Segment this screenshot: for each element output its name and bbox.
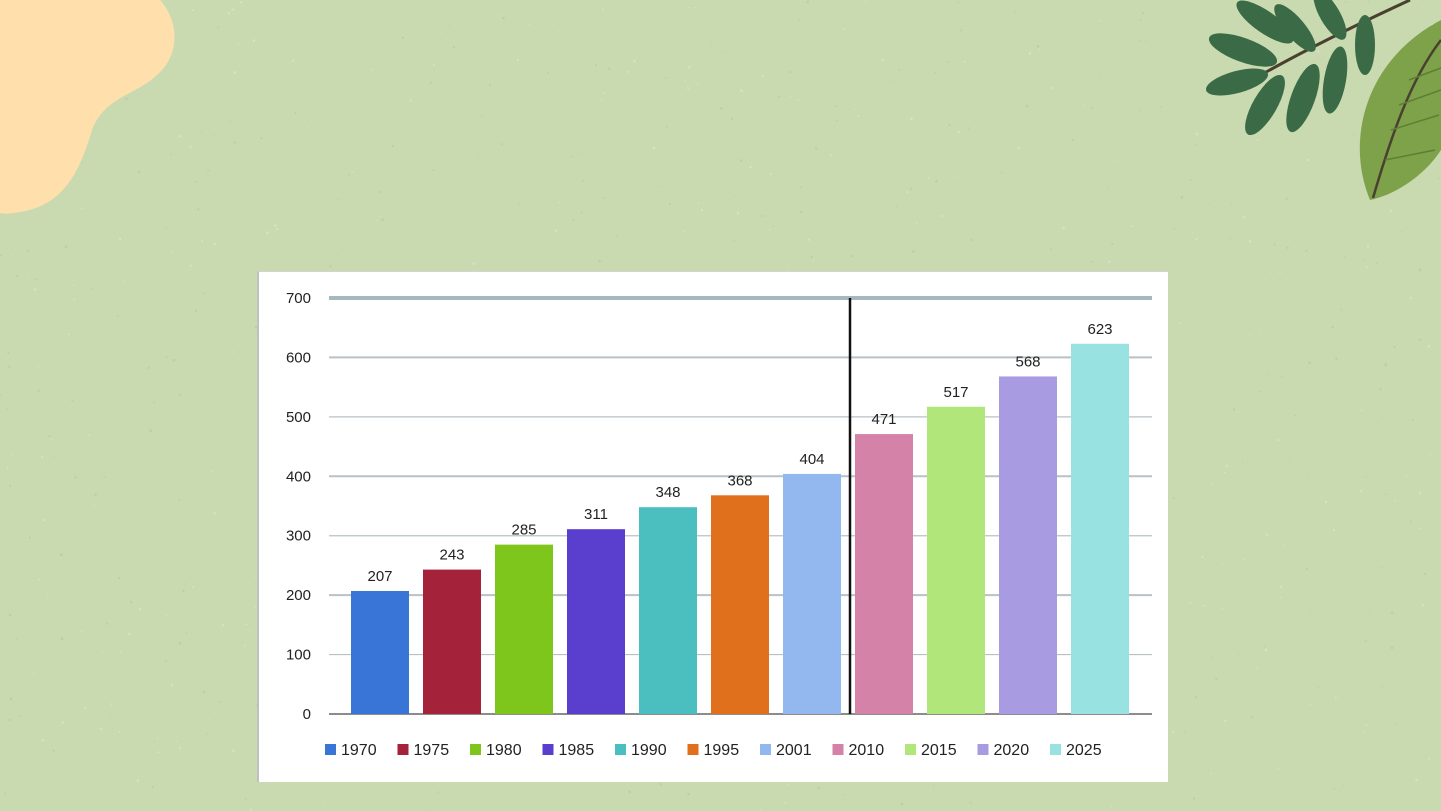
legend-swatch: [542, 744, 554, 755]
legend-label: 2015: [921, 742, 957, 759]
legend-label: 2001: [776, 742, 812, 759]
legend-swatch: [470, 744, 481, 755]
legend-label: 1985: [559, 742, 595, 759]
legend-swatch: [325, 744, 336, 755]
legend-swatch: [615, 744, 626, 755]
legend-label: 1975: [414, 742, 450, 759]
legend-label: 1970: [341, 742, 377, 759]
legend-swatch: [1050, 744, 1061, 755]
legend-swatch: [977, 744, 989, 755]
bar: [1071, 343, 1129, 714]
bar: [351, 590, 409, 714]
peach-blob-decoration: [0, 0, 175, 214]
data-label: 311: [584, 506, 608, 523]
legend-swatch: [760, 744, 771, 755]
data-label: 368: [727, 472, 752, 489]
data-label: 568: [1015, 353, 1040, 370]
bar-chart: 0 100 200 300 400 500 600 700 207 243 285 311 348 368…: [286, 290, 1152, 759]
bar: [855, 434, 913, 714]
y-tick-label: 200: [286, 587, 311, 604]
data-label: 623: [1087, 321, 1112, 338]
bar: [567, 529, 625, 714]
fern-leaf-icon: [1205, 0, 1411, 136]
legend-label: 2020: [994, 742, 1030, 759]
y-tick-label: 100: [286, 647, 311, 664]
y-tick-label: 300: [286, 528, 311, 545]
y-tick-label: 600: [286, 349, 311, 366]
legend-swatch: [397, 744, 409, 755]
data-label: 207: [367, 568, 392, 585]
y-tick-label: 500: [286, 409, 311, 426]
legend-label: 2025: [1066, 742, 1102, 759]
bar: [495, 544, 553, 714]
legend-label: 2010: [849, 742, 885, 759]
legend-label: 1990: [631, 742, 667, 759]
bar: [927, 406, 985, 714]
bar: [711, 495, 769, 714]
y-tick-label: 0: [303, 706, 311, 723]
broad-leaf-icon: [1359, 20, 1441, 200]
data-label: 471: [871, 411, 896, 428]
data-label: 404: [799, 451, 824, 468]
legend-swatch: [905, 744, 916, 755]
y-tick-label: 400: [286, 468, 311, 485]
bar: [783, 473, 841, 714]
legend-label: 1980: [486, 742, 522, 759]
legend-swatch: [832, 744, 844, 755]
legend-label: 1995: [704, 742, 740, 759]
data-label: 517: [943, 384, 968, 401]
bar: [423, 569, 481, 714]
data-label: 285: [511, 522, 536, 539]
bar: [999, 376, 1057, 714]
y-tick-label: 700: [286, 290, 311, 307]
data-label: 243: [439, 547, 464, 564]
data-label: 348: [655, 484, 680, 501]
leaves-decoration: [1205, 0, 1441, 200]
chart-panel: 0 100 200 300 400 500 600 700 207 243 285 311 348 368…: [257, 271, 1168, 782]
legend-swatch: [687, 744, 699, 755]
bar: [639, 507, 697, 714]
